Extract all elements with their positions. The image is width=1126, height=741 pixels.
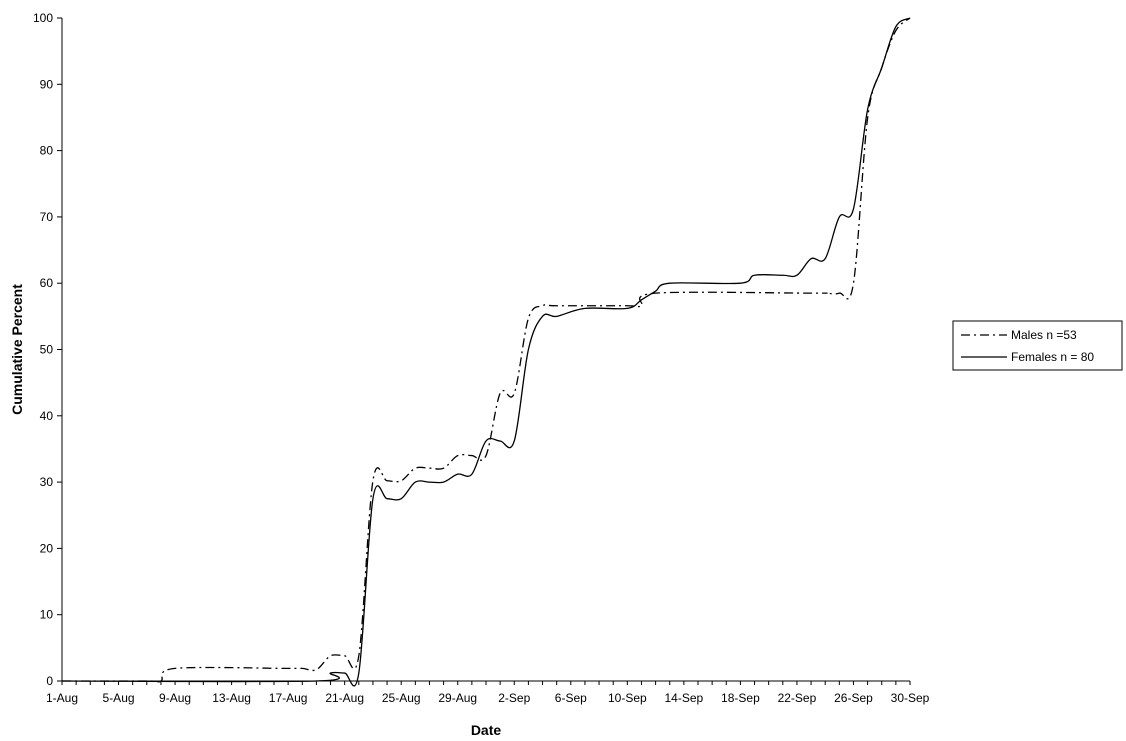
x-tick-label: 10-Sep (608, 691, 647, 705)
legend-label-females: Females n = 80 (1011, 350, 1094, 364)
y-tick-label: 90 (40, 77, 54, 91)
data-series (61, 17, 911, 687)
y-tick-label: 100 (33, 11, 53, 25)
x-tick-label: 21-Aug (325, 691, 364, 705)
y-tick-label: 20 (40, 541, 54, 555)
x-tick-label: 14-Sep (665, 691, 704, 705)
x-tick-label: 5-Aug (103, 691, 135, 705)
y-tick-label: 80 (40, 144, 54, 158)
x-tick-label: 30-Sep (891, 691, 930, 705)
y-tick-label: 10 (40, 608, 54, 622)
x-axis-ticks: 1-Aug 5-Aug 9-Aug 13-Aug 17-Aug 21-Aug 25-Aug 2… (46, 681, 930, 705)
y-tick-label: 30 (40, 475, 54, 489)
x-tick-label: 22-Sep (778, 691, 817, 705)
x-tick-label: 6-Sep (555, 691, 587, 705)
x-tick-label: 2-Sep (498, 691, 530, 705)
x-tick-label: 13-Aug (212, 691, 251, 705)
x-tick-label: 17-Aug (269, 691, 308, 705)
series-line-females (61, 17, 911, 687)
series-line-males (61, 17, 911, 683)
y-tick-label: 40 (40, 409, 54, 423)
x-tick-label: 26-Sep (834, 691, 873, 705)
x-axis-title: Date (471, 722, 502, 738)
x-tick-label: 29-Aug (438, 691, 477, 705)
y-tick-label: 0 (46, 674, 53, 688)
y-tick-label: 60 (40, 276, 54, 290)
legend-label-males: Males n =53 (1011, 328, 1077, 342)
x-tick-label: 25-Aug (382, 691, 421, 705)
x-tick-label: 18-Sep (721, 691, 760, 705)
legend: Males n =53 Females n = 80 (952, 320, 1123, 371)
x-tick-label: 1-Aug (46, 691, 78, 705)
axes (61, 18, 910, 682)
y-tick-label: 70 (40, 210, 54, 224)
y-axis-title: Cumulative Percent (9, 284, 25, 415)
y-axis-ticks: 0 10 20 30 40 50 60 70 80 90 100 (33, 11, 62, 688)
y-tick-label: 50 (40, 343, 54, 357)
legend-box (952, 320, 1123, 371)
x-tick-label: 9-Aug (159, 691, 191, 705)
